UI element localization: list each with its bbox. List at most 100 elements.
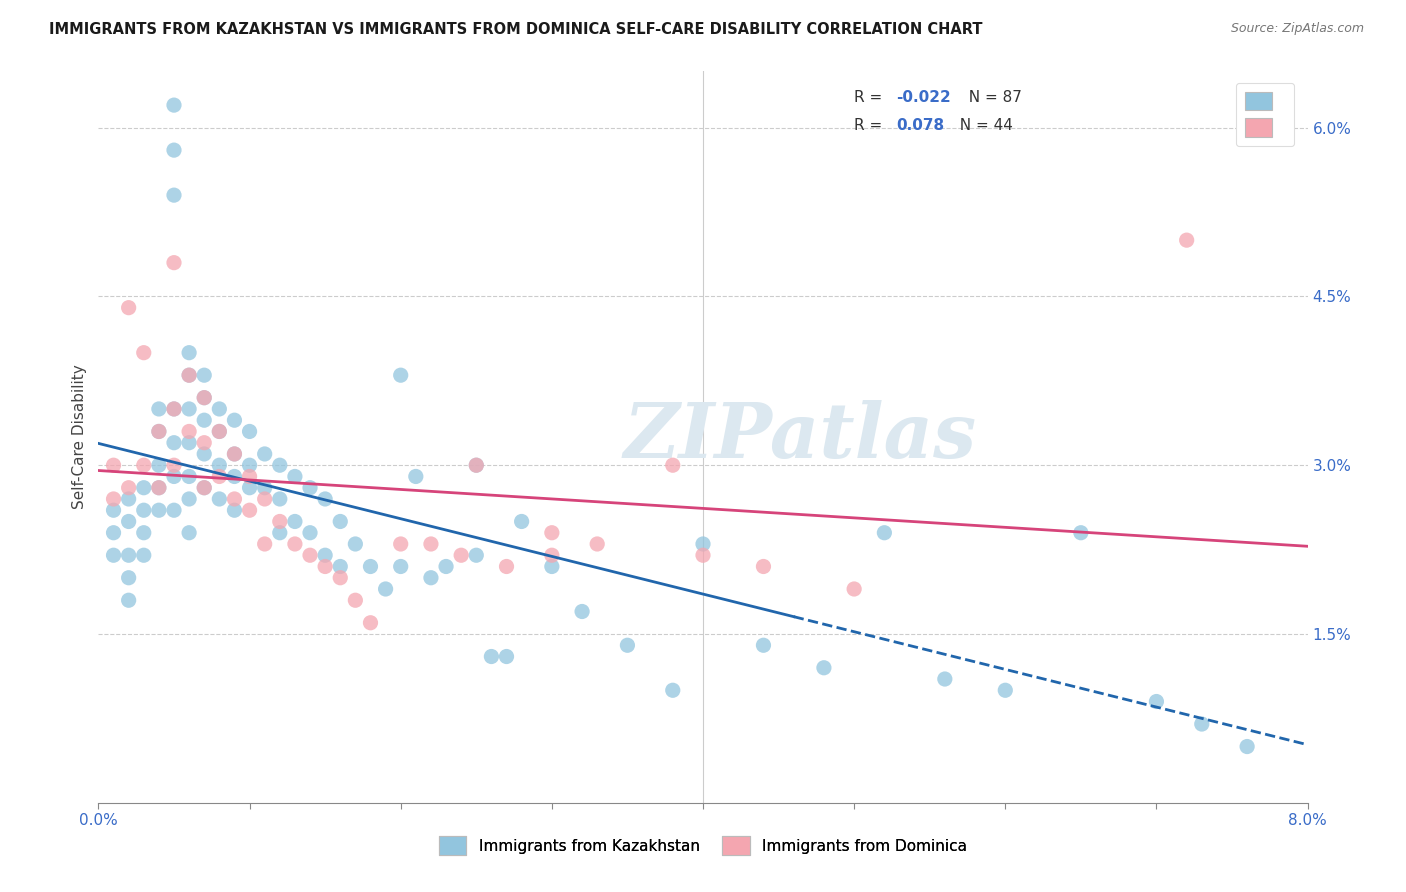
- Point: [224, 469, 246, 483]
- Point: [299, 481, 322, 495]
- Point: [208, 458, 231, 473]
- Point: [193, 481, 215, 495]
- Point: [103, 491, 125, 506]
- Point: [224, 503, 246, 517]
- Point: [132, 548, 155, 562]
- Point: [163, 458, 186, 473]
- Point: [253, 481, 276, 495]
- Point: [299, 525, 322, 540]
- Text: N = 87: N = 87: [959, 90, 1022, 105]
- Point: [179, 491, 201, 506]
- Point: [465, 548, 488, 562]
- Point: [389, 559, 412, 574]
- Point: [163, 188, 186, 202]
- Point: [692, 537, 714, 551]
- Point: [103, 503, 125, 517]
- Point: [420, 537, 443, 551]
- Point: [450, 548, 472, 562]
- Point: [540, 525, 562, 540]
- Point: [510, 515, 533, 529]
- Point: [284, 515, 307, 529]
- Text: R =: R =: [855, 118, 887, 133]
- Point: [616, 638, 638, 652]
- Point: [873, 525, 896, 540]
- Point: [253, 447, 276, 461]
- Point: [148, 503, 170, 517]
- Point: [540, 548, 562, 562]
- Point: [224, 491, 246, 506]
- Point: [148, 401, 170, 416]
- Point: [239, 503, 262, 517]
- Point: [163, 401, 186, 416]
- Point: [389, 368, 412, 383]
- Point: [661, 683, 683, 698]
- Point: [495, 649, 517, 664]
- Point: [314, 559, 336, 574]
- Point: [118, 491, 141, 506]
- Point: [314, 548, 336, 562]
- Point: [1236, 739, 1258, 754]
- Text: R =: R =: [855, 90, 887, 105]
- Point: [132, 481, 155, 495]
- Legend: Immigrants from Kazakhstan, Immigrants from Dominica: Immigrants from Kazakhstan, Immigrants f…: [433, 830, 973, 861]
- Y-axis label: Self-Care Disability: Self-Care Disability: [72, 365, 87, 509]
- Point: [224, 447, 246, 461]
- Point: [208, 491, 231, 506]
- Point: [118, 481, 141, 495]
- Point: [103, 525, 125, 540]
- Point: [163, 503, 186, 517]
- Point: [1191, 717, 1213, 731]
- Point: [299, 548, 322, 562]
- Point: [661, 458, 683, 473]
- Point: [179, 525, 201, 540]
- Point: [118, 593, 141, 607]
- Point: [344, 537, 367, 551]
- Point: [329, 559, 352, 574]
- Point: [1175, 233, 1198, 247]
- Text: IMMIGRANTS FROM KAZAKHSTAN VS IMMIGRANTS FROM DOMINICA SELF-CARE DISABILITY CORR: IMMIGRANTS FROM KAZAKHSTAN VS IMMIGRANTS…: [49, 22, 983, 37]
- Point: [239, 425, 262, 439]
- Point: [239, 469, 262, 483]
- Point: [813, 661, 835, 675]
- Point: [314, 491, 336, 506]
- Point: [284, 469, 307, 483]
- Point: [179, 368, 201, 383]
- Point: [284, 537, 307, 551]
- Point: [434, 559, 457, 574]
- Point: [1070, 525, 1092, 540]
- Point: [103, 458, 125, 473]
- Point: [269, 515, 291, 529]
- Point: [118, 548, 141, 562]
- Point: [360, 615, 382, 630]
- Point: [193, 447, 215, 461]
- Point: [163, 255, 186, 269]
- Text: Source: ZipAtlas.com: Source: ZipAtlas.com: [1230, 22, 1364, 36]
- Point: [148, 458, 170, 473]
- Text: N = 44: N = 44: [949, 118, 1012, 133]
- Point: [132, 458, 155, 473]
- Point: [118, 301, 141, 315]
- Point: [224, 413, 246, 427]
- Point: [495, 559, 517, 574]
- Point: [540, 559, 562, 574]
- Point: [193, 435, 215, 450]
- Point: [148, 425, 170, 439]
- Point: [163, 143, 186, 157]
- Point: [360, 559, 382, 574]
- Point: [269, 491, 291, 506]
- Point: [253, 491, 276, 506]
- Point: [374, 582, 396, 596]
- Point: [163, 401, 186, 416]
- Point: [148, 481, 170, 495]
- Point: [193, 481, 215, 495]
- Point: [586, 537, 609, 551]
- Point: [994, 683, 1017, 698]
- Point: [571, 605, 593, 619]
- Point: [465, 458, 488, 473]
- Point: [269, 525, 291, 540]
- Point: [193, 391, 215, 405]
- Point: [208, 401, 231, 416]
- Point: [179, 425, 201, 439]
- Point: [269, 458, 291, 473]
- Text: -0.022: -0.022: [897, 90, 952, 105]
